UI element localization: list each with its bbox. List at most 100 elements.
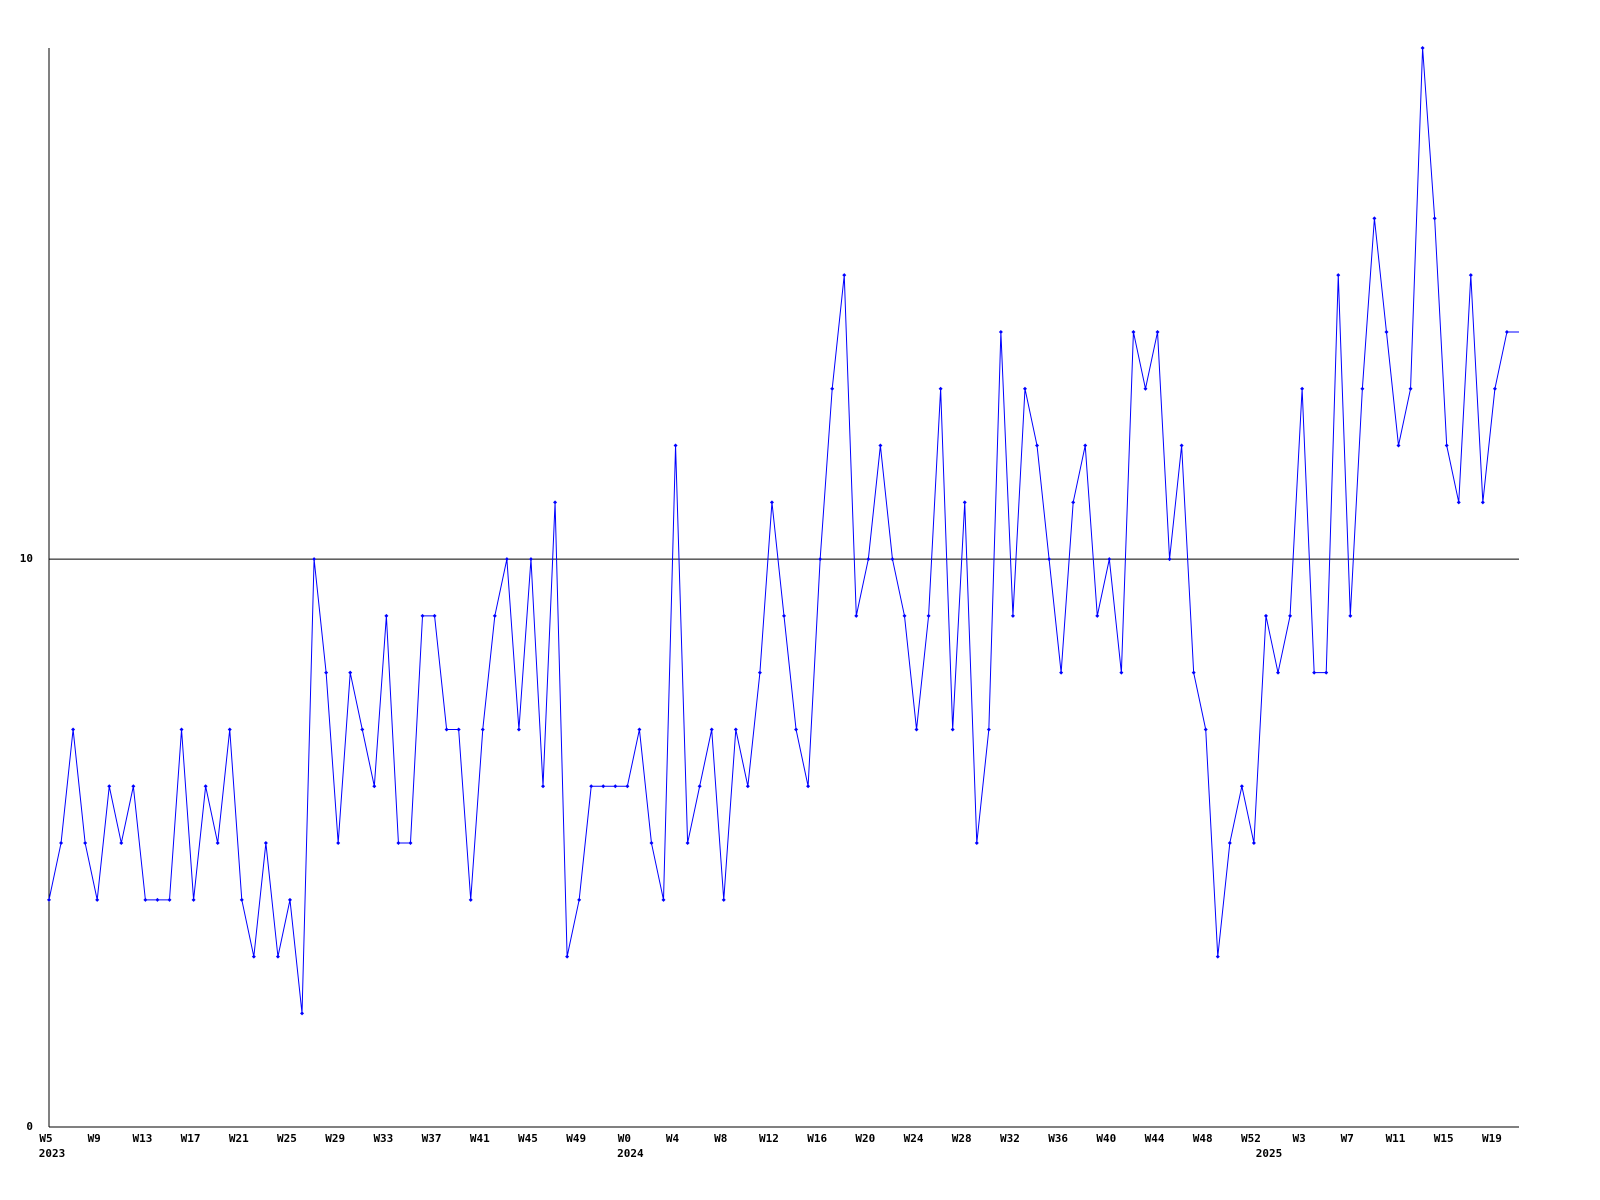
data-point bbox=[1167, 557, 1172, 562]
data-point bbox=[47, 897, 51, 902]
data-point bbox=[1408, 386, 1413, 391]
data-point bbox=[119, 841, 124, 846]
data-point bbox=[1480, 500, 1485, 505]
x-tick-label: W24 bbox=[904, 1132, 924, 1145]
data-point bbox=[1239, 784, 1244, 789]
x-tick-label: W17 bbox=[181, 1132, 201, 1145]
data-point bbox=[1396, 443, 1401, 448]
data-point bbox=[1047, 557, 1052, 562]
x-tick-label: W19 bbox=[1482, 1132, 1502, 1145]
x-tick-label: W5 bbox=[39, 1132, 52, 1145]
data-point bbox=[420, 613, 425, 618]
x-group-label: 2025 bbox=[1256, 1147, 1283, 1160]
data-point bbox=[1143, 386, 1148, 391]
x-tick-label: W44 bbox=[1145, 1132, 1165, 1145]
data-point bbox=[336, 841, 341, 846]
x-tick-label: W16 bbox=[807, 1132, 827, 1145]
data-point bbox=[1492, 386, 1497, 391]
data-point bbox=[1312, 670, 1317, 675]
data-point bbox=[396, 841, 401, 846]
data-point bbox=[649, 841, 654, 846]
data-point bbox=[854, 613, 859, 618]
data-point bbox=[890, 557, 895, 562]
x-tick-label: W52 bbox=[1241, 1132, 1261, 1145]
data-point bbox=[1504, 329, 1509, 334]
data-point bbox=[480, 727, 485, 732]
data-point bbox=[312, 557, 317, 562]
data-point bbox=[625, 784, 630, 789]
data-point bbox=[986, 727, 991, 732]
data-point bbox=[324, 670, 329, 675]
x-tick-label: W49 bbox=[566, 1132, 586, 1145]
x-tick-label: W48 bbox=[1193, 1132, 1213, 1145]
data-point bbox=[926, 613, 931, 618]
data-point bbox=[59, 841, 64, 846]
data-point bbox=[830, 386, 835, 391]
data-point bbox=[215, 841, 220, 846]
data-point bbox=[733, 727, 738, 732]
data-point bbox=[1276, 670, 1281, 675]
x-tick-label: W37 bbox=[422, 1132, 442, 1145]
data-point bbox=[348, 670, 353, 675]
data-point bbox=[902, 613, 907, 618]
x-tick-label: W40 bbox=[1096, 1132, 1116, 1145]
x-tick-label: W12 bbox=[759, 1132, 779, 1145]
data-point bbox=[107, 784, 112, 789]
data-point bbox=[155, 897, 160, 902]
data-point bbox=[601, 784, 606, 789]
data-point bbox=[384, 613, 389, 618]
data-point bbox=[673, 443, 678, 448]
data-point bbox=[745, 784, 750, 789]
data-point bbox=[1010, 613, 1015, 618]
data-point bbox=[287, 897, 292, 902]
data-point bbox=[661, 897, 666, 902]
data-point bbox=[794, 727, 799, 732]
data-point bbox=[1324, 670, 1329, 675]
x-tick-label: W29 bbox=[325, 1132, 345, 1145]
data-point bbox=[444, 727, 449, 732]
data-point bbox=[938, 386, 943, 391]
y-tick-label: 0 bbox=[26, 1120, 33, 1133]
data-point bbox=[239, 897, 244, 902]
x-tick-label: W8 bbox=[714, 1132, 727, 1145]
data-point bbox=[1263, 613, 1268, 618]
data-point bbox=[1107, 557, 1112, 562]
data-point bbox=[637, 727, 642, 732]
x-tick-label: W21 bbox=[229, 1132, 249, 1145]
x-tick-label: W0 bbox=[618, 1132, 631, 1145]
data-point bbox=[372, 784, 377, 789]
data-point bbox=[685, 841, 690, 846]
data-point bbox=[782, 613, 786, 618]
x-tick-label: W41 bbox=[470, 1132, 490, 1145]
x-tick-label: W15 bbox=[1434, 1132, 1454, 1145]
data-point bbox=[769, 500, 774, 505]
data-point bbox=[143, 897, 148, 902]
data-point bbox=[492, 613, 497, 618]
data-point bbox=[541, 784, 546, 789]
data-point bbox=[697, 784, 702, 789]
y-tick-label: 10 bbox=[20, 552, 33, 565]
data-point bbox=[191, 897, 196, 902]
x-tick-label: W7 bbox=[1341, 1132, 1354, 1145]
data-point bbox=[275, 954, 280, 959]
data-point bbox=[1444, 443, 1449, 448]
data-point bbox=[842, 273, 847, 278]
data-point bbox=[998, 329, 1003, 334]
data-point bbox=[1215, 954, 1220, 959]
data-point bbox=[565, 954, 570, 959]
data-point bbox=[1071, 500, 1076, 505]
x-tick-label: W33 bbox=[373, 1132, 393, 1145]
data-point bbox=[1203, 727, 1208, 732]
data-point bbox=[1035, 443, 1040, 448]
data-point bbox=[408, 841, 413, 846]
data-point bbox=[721, 897, 726, 902]
data-point bbox=[1131, 329, 1136, 334]
data-point bbox=[1288, 613, 1293, 618]
data-point bbox=[528, 557, 533, 562]
data-point bbox=[1095, 613, 1100, 618]
data-point bbox=[1155, 329, 1160, 334]
x-tick-label: W4 bbox=[666, 1132, 680, 1145]
data-point bbox=[263, 841, 268, 846]
